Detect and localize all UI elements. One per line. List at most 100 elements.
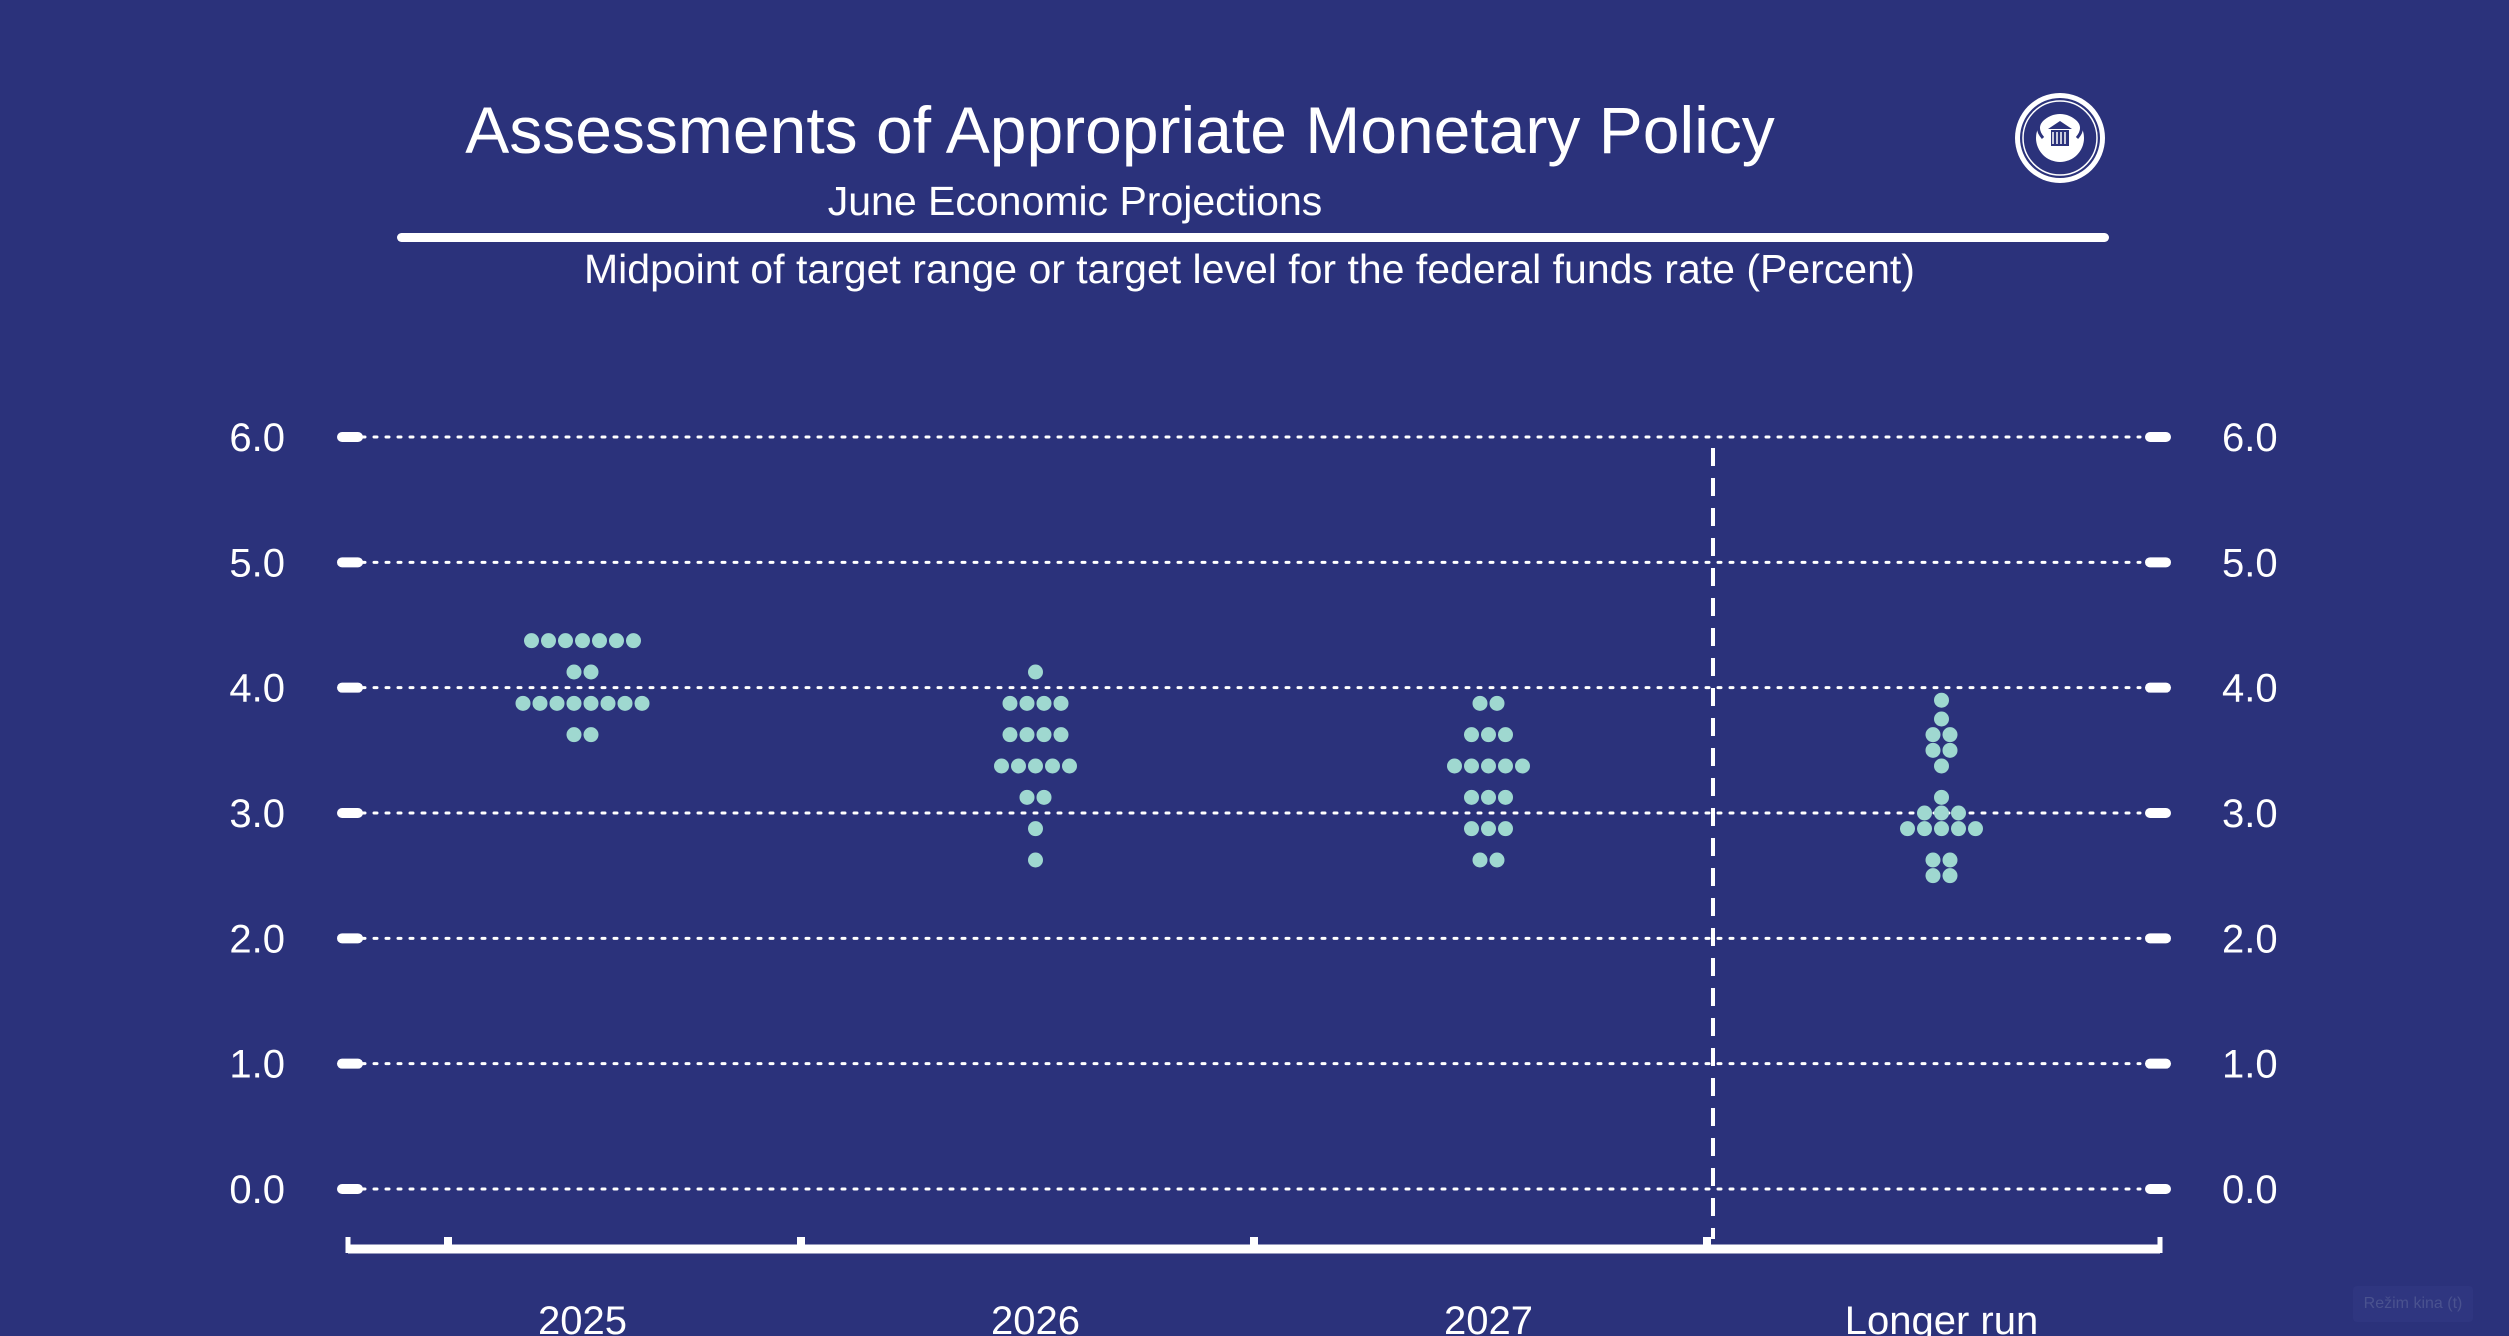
chart-title: Assessments of Appropriate Monetary Poli…	[465, 93, 1775, 167]
projection-dot	[1498, 727, 1513, 743]
projection-dot	[583, 695, 599, 711]
projection-dot	[1481, 821, 1496, 837]
federal-reserve-seal-icon	[2015, 93, 2105, 183]
projection-dot	[1498, 758, 1513, 774]
y-axis-description: Midpoint of target range or target level…	[584, 246, 1915, 292]
projection-dot	[1917, 805, 1932, 821]
y-tick-label-right: 1.0	[2222, 1043, 2278, 1087]
projection-dot	[1942, 727, 1958, 743]
projection-dot	[1464, 821, 1479, 837]
projection-dot	[1028, 664, 1043, 680]
projection-dot	[1481, 789, 1496, 805]
projection-dot	[600, 695, 616, 711]
projection-dot	[1464, 789, 1479, 805]
projection-dot	[583, 664, 599, 680]
y-tick-label-left: 3.0	[229, 792, 285, 836]
projection-dot	[566, 727, 582, 743]
chart-subtitle: June Economic Projections	[827, 178, 1323, 224]
projection-dot	[1045, 758, 1060, 774]
projection-dot	[583, 727, 599, 743]
projection-dot	[1036, 727, 1052, 743]
projection-dot	[1472, 852, 1488, 868]
projection-dot	[1489, 852, 1505, 868]
projection-dot	[515, 695, 531, 711]
projection-dot	[1489, 695, 1505, 711]
projection-dot	[1934, 805, 1949, 821]
projection-dot	[1951, 805, 1966, 821]
projection-dot	[1498, 789, 1513, 805]
projection-dot	[1481, 727, 1496, 743]
title-divider	[397, 233, 2109, 242]
projection-dot	[566, 695, 582, 711]
projection-dot	[1002, 695, 1018, 711]
projection-dot	[1036, 789, 1052, 805]
projection-dot	[524, 633, 539, 649]
projection-dot	[1472, 695, 1488, 711]
projection-dot	[1942, 852, 1958, 868]
y-tick-label-left: 1.0	[229, 1043, 285, 1087]
projection-dot	[994, 758, 1009, 774]
projection-dot	[1028, 852, 1043, 868]
projection-dot	[1951, 821, 1966, 837]
projection-dot	[1053, 727, 1069, 743]
projection-dot	[1028, 758, 1043, 774]
y-tick-label-right: 2.0	[2222, 917, 2278, 961]
y-tick-label-right: 4.0	[2222, 667, 2278, 711]
projection-dot	[1925, 868, 1941, 884]
projection-dot	[1019, 695, 1035, 711]
projection-dot	[1464, 758, 1479, 774]
projection-dot	[634, 695, 650, 711]
y-tick-label-left: 6.0	[229, 416, 285, 460]
projection-dot	[1934, 758, 1949, 774]
projection-dot	[1062, 758, 1077, 774]
projection-dot	[1036, 695, 1052, 711]
projection-dot	[1447, 758, 1462, 774]
projection-dot	[1028, 821, 1043, 837]
y-tick-label-left: 2.0	[229, 917, 285, 961]
y-tick-label-left: 4.0	[229, 667, 285, 711]
projection-dot	[1925, 742, 1941, 758]
projection-dot	[1498, 821, 1513, 837]
cinema-mode-label[interactable]: Režim kina (t)	[2353, 1286, 2473, 1322]
projection-dot	[1900, 821, 1915, 837]
y-tick-label-left: 0.0	[229, 1168, 285, 1212]
projection-dot	[1019, 727, 1035, 743]
projection-dot	[1925, 727, 1941, 743]
y-tick-label-right: 0.0	[2222, 1168, 2278, 1212]
projection-dot	[549, 695, 565, 711]
projection-dot	[532, 695, 548, 711]
y-tick-label-left: 5.0	[229, 541, 285, 585]
y-tick-label-right: 6.0	[2222, 416, 2278, 460]
projection-dot	[1515, 758, 1530, 774]
projection-dot	[1053, 695, 1069, 711]
projection-dot	[1917, 821, 1932, 837]
projection-dot	[1968, 821, 1983, 837]
x-category-label: 2025	[538, 1299, 627, 1336]
projection-dot	[1464, 727, 1479, 743]
y-tick-label-right: 5.0	[2222, 541, 2278, 585]
projection-dot	[1934, 692, 1949, 708]
x-category-label: 2027	[1444, 1299, 1533, 1336]
projection-dot	[1011, 758, 1026, 774]
projection-dot	[541, 633, 556, 649]
projection-dot	[1925, 852, 1941, 868]
projection-dot	[1019, 789, 1035, 805]
projection-dot	[1934, 789, 1949, 805]
projection-dot	[1481, 758, 1496, 774]
y-tick-label-right: 3.0	[2222, 792, 2278, 836]
projection-dot	[566, 664, 582, 680]
x-category-label: Longer run	[1845, 1299, 2038, 1336]
projection-dot	[1934, 711, 1949, 727]
projection-dot	[609, 633, 624, 649]
projection-dot	[558, 633, 573, 649]
projection-dot	[1942, 868, 1958, 884]
projection-dot	[1002, 727, 1018, 743]
x-category-label: 2026	[991, 1299, 1080, 1336]
projection-dot	[617, 695, 633, 711]
projection-dot	[626, 633, 641, 649]
projection-dot	[592, 633, 607, 649]
projection-dot	[1942, 742, 1958, 758]
projection-dot	[575, 633, 590, 649]
